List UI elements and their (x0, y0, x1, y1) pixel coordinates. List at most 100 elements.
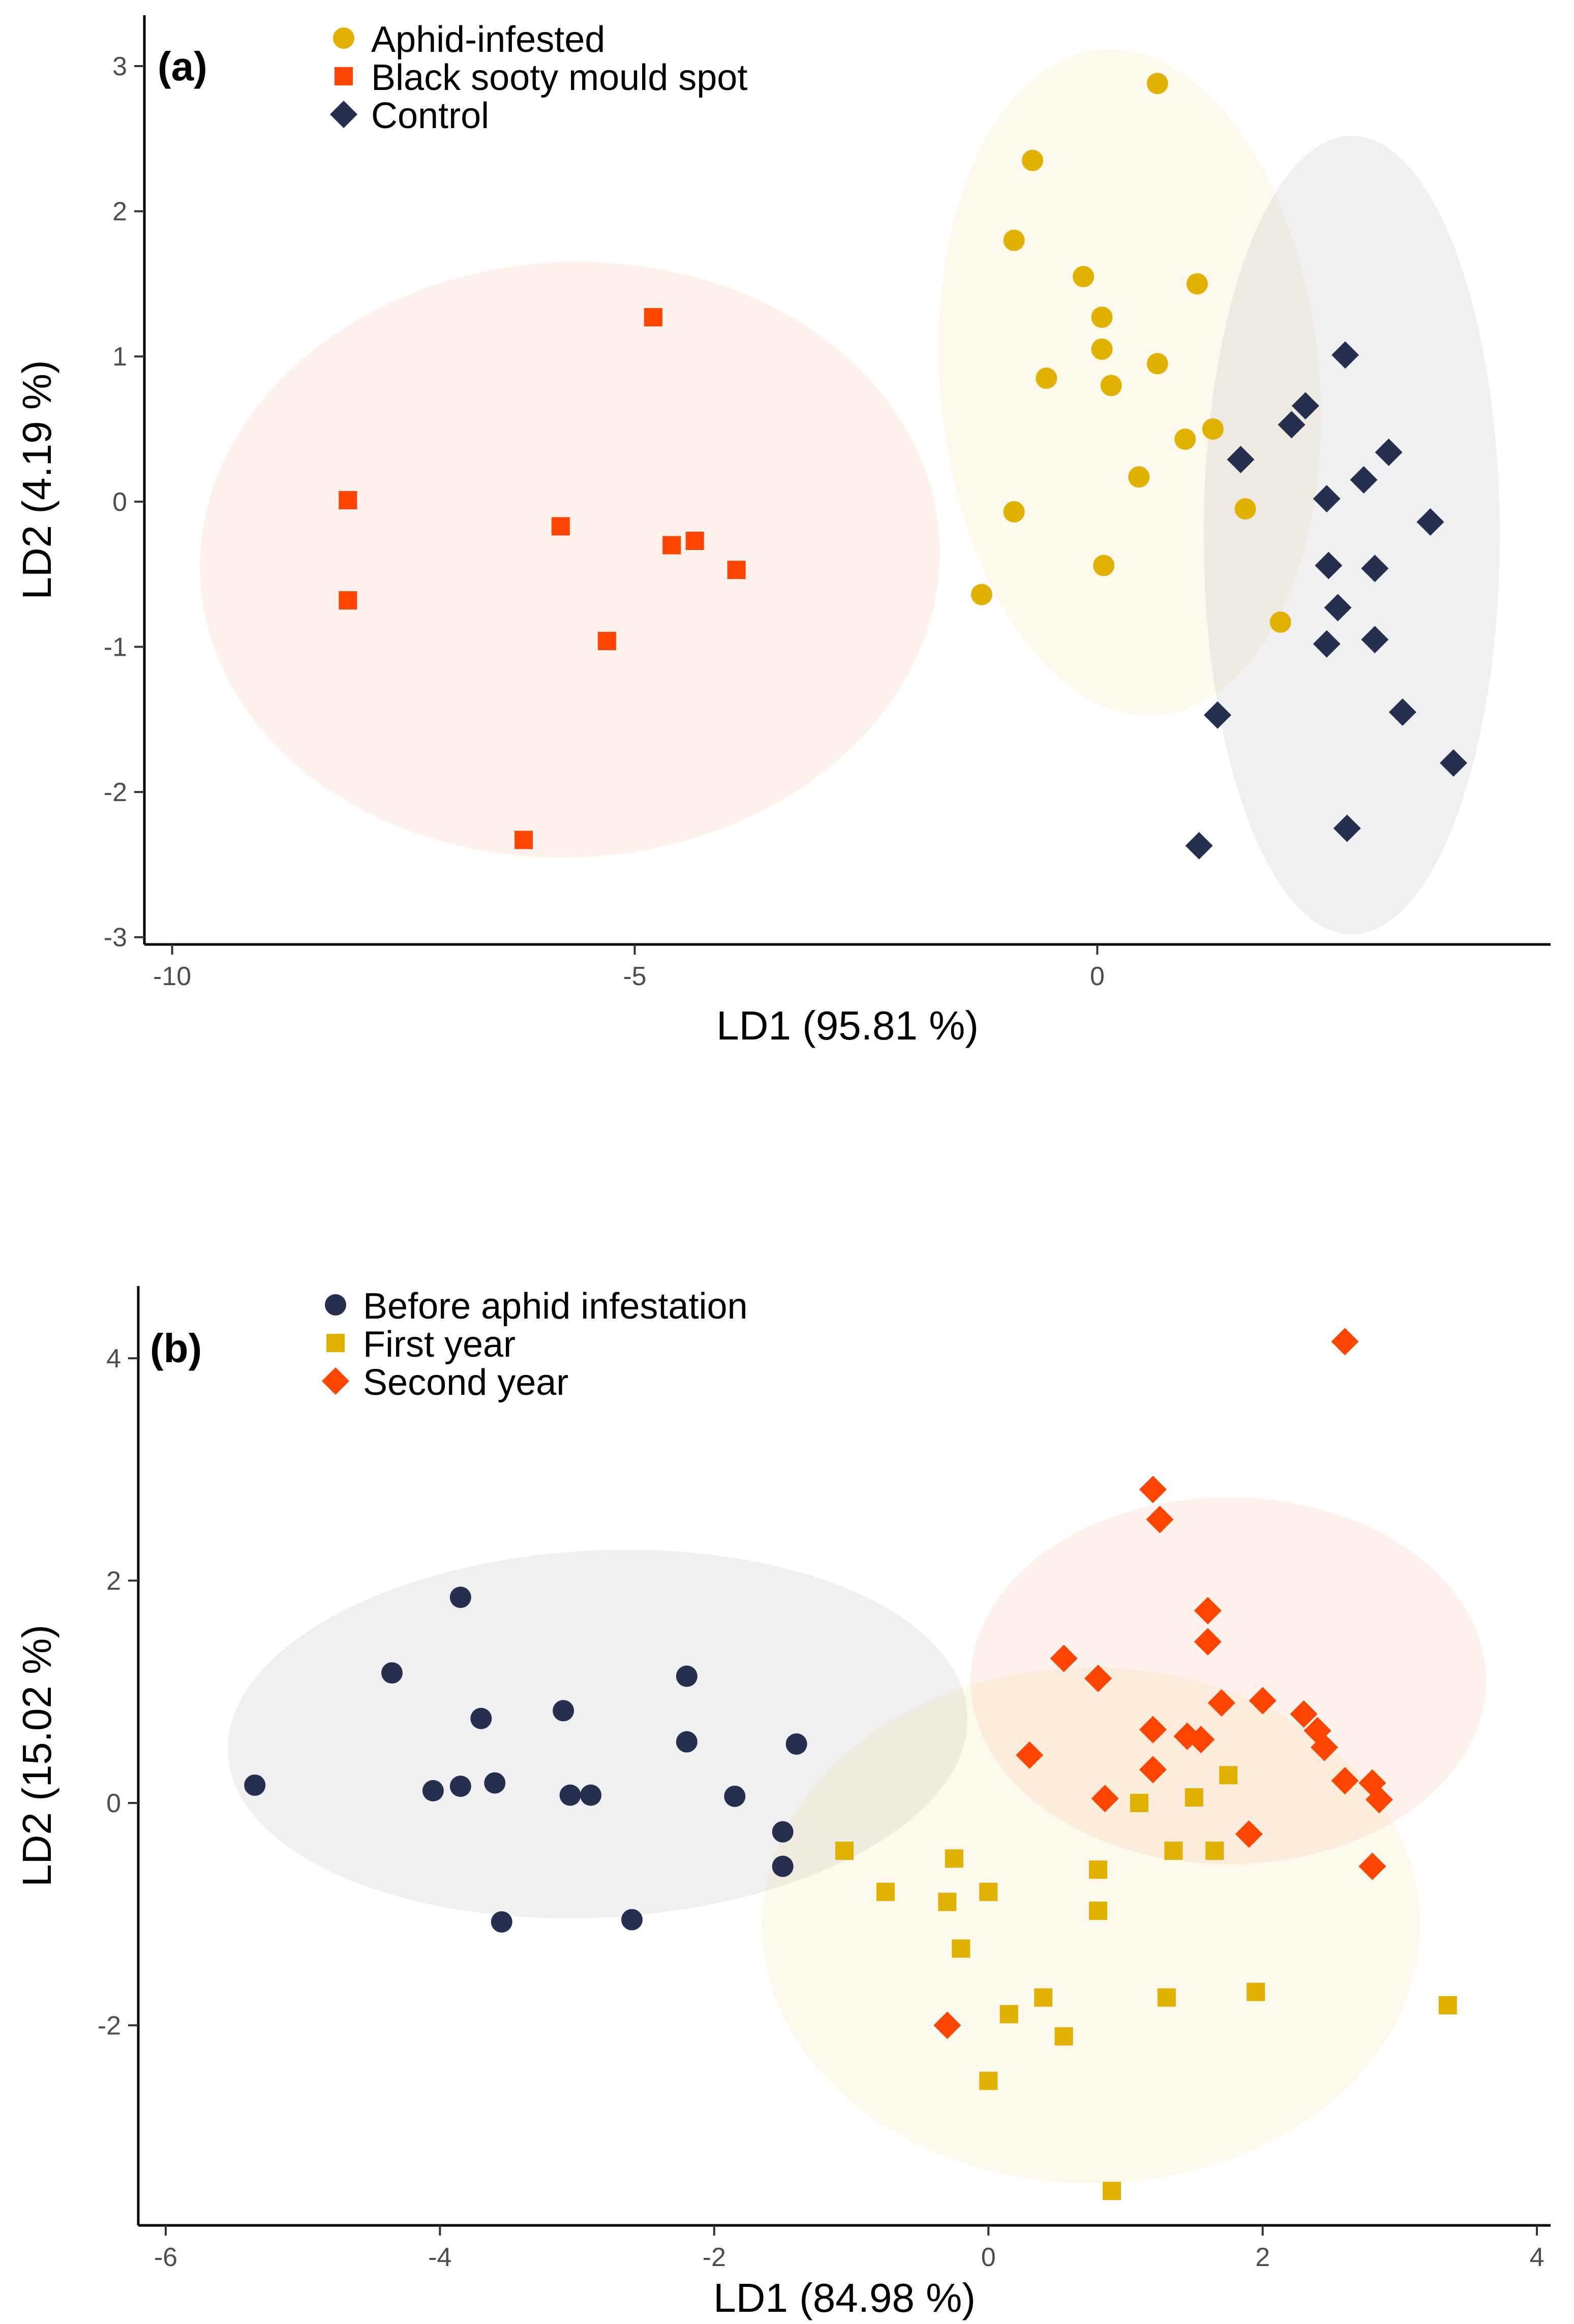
data-point (676, 1665, 698, 1687)
data-point (1202, 418, 1224, 440)
data-point (1290, 1700, 1318, 1728)
data-point (1365, 1786, 1393, 1814)
data-point (1331, 341, 1359, 369)
data-point (1313, 485, 1341, 513)
data-point (1091, 1785, 1119, 1813)
confidence-ellipse (200, 262, 940, 858)
y-tick-label: -2 (104, 778, 127, 807)
x-tick-label: 4 (1530, 2243, 1545, 2272)
panel-b: -6 -4 -2 0 2 4 -2 0 2 4 LD1 (84.98 %) LD2 (15.02 %)… (14, 1286, 1551, 2320)
data-point (597, 632, 616, 651)
legend-key (330, 101, 357, 128)
data-point (1313, 630, 1341, 658)
data-point (1088, 1902, 1107, 1920)
data-point (979, 2071, 998, 2090)
data-point (1194, 1628, 1222, 1656)
data-point (1439, 749, 1467, 777)
data-point (1205, 1841, 1224, 1860)
legend-key (325, 1294, 346, 1316)
y-tick-label: 3 (112, 52, 127, 81)
x-tick-label: -4 (428, 2243, 451, 2272)
data-point (1310, 1733, 1338, 1761)
x-tick-label: -2 (703, 2243, 726, 2272)
y-axis-title: LD2 (15.02 %) (14, 1625, 59, 1887)
x-tick-label: -10 (153, 962, 191, 991)
x-tick-label: 0 (1090, 962, 1105, 991)
data-point (1438, 1996, 1457, 2014)
data-point (470, 1707, 492, 1729)
data-point (1139, 1476, 1167, 1504)
series-circle (244, 1586, 807, 1933)
data-point (1003, 501, 1025, 523)
data-point (1194, 1597, 1222, 1625)
data-point (1185, 1788, 1203, 1807)
data-point (785, 1733, 807, 1755)
data-point (1361, 555, 1389, 583)
series-diamond (933, 1328, 1393, 2039)
data-point (491, 1911, 512, 1933)
data-point (621, 1909, 643, 1931)
data-point (1164, 1841, 1183, 1860)
series-diamond (1185, 341, 1467, 860)
x-axis-title: LD1 (84.98 %) (713, 2275, 976, 2320)
series-square (835, 1766, 1457, 2200)
data-point (1157, 1988, 1176, 2007)
legend-label: First year (363, 1324, 516, 1365)
data-point (1091, 307, 1113, 328)
legend-label: Before aphid infestation (363, 1286, 748, 1327)
data-point (449, 1586, 471, 1608)
x-axis-title: LD1 (95.81 %) (716, 1003, 979, 1048)
data-point (339, 591, 357, 610)
data-point (1084, 1665, 1112, 1693)
x-tick-label: 0 (981, 2243, 996, 2272)
legend-label: Aphid-infested (371, 19, 605, 60)
data-point (1088, 1860, 1107, 1879)
series-circle (971, 73, 1291, 633)
data-point (938, 1892, 957, 1911)
data-point (644, 308, 662, 327)
data-point (422, 1780, 444, 1801)
legend-key (326, 1334, 345, 1352)
data-point (1054, 2027, 1073, 2046)
data-point (1102, 2182, 1121, 2200)
data-point (1219, 1766, 1238, 1785)
data-point (1186, 273, 1208, 295)
data-point (876, 1882, 895, 1901)
legend-label: Black sooty mould spot (371, 57, 747, 98)
data-point (1146, 1506, 1174, 1534)
data-point (1174, 429, 1196, 450)
data-point (1146, 73, 1168, 95)
confidence-ellipse (971, 1497, 1487, 1864)
y-tick-label: -2 (98, 2011, 121, 2040)
data-point (1139, 1716, 1167, 1744)
data-point (1021, 149, 1043, 171)
data-point (1203, 701, 1231, 729)
legend-key (333, 27, 354, 49)
x-tick-label: -5 (623, 962, 646, 991)
data-point (662, 536, 681, 555)
data-point (1003, 229, 1025, 251)
panel-label: (a) (158, 44, 207, 89)
data-point (772, 1821, 794, 1843)
data-point (1361, 626, 1389, 654)
data-point (1093, 555, 1115, 576)
data-point (1146, 353, 1168, 375)
data-point (772, 1855, 794, 1877)
data-point (1358, 1852, 1386, 1880)
data-point (1207, 1689, 1235, 1717)
series-square (339, 308, 746, 849)
data-point (1291, 392, 1319, 420)
y-tick-label: 0 (112, 487, 127, 517)
data-point (1388, 698, 1416, 726)
data-point (1050, 1644, 1078, 1672)
legend-label: Control (371, 96, 489, 136)
data-point (1073, 266, 1095, 288)
data-point (339, 491, 357, 509)
data-point (1278, 411, 1306, 439)
legend-label: Second year (363, 1362, 568, 1403)
data-point (1333, 814, 1361, 842)
data-point (835, 1841, 854, 1860)
data-point (1128, 466, 1150, 488)
data-point (1187, 1726, 1215, 1754)
